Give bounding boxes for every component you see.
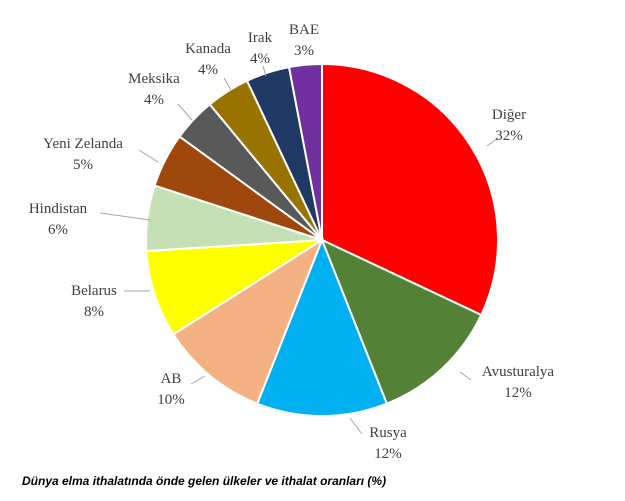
- slice-value-label: 32%: [495, 128, 523, 144]
- slice-name-label: Meksika: [128, 71, 180, 87]
- slice-name-label: Irak: [248, 30, 273, 46]
- slice-value-label: 8%: [84, 304, 104, 320]
- leader-line-7: [177, 103, 193, 121]
- slice-value-label: 12%: [374, 446, 402, 462]
- pie-slice-4: [145, 239, 323, 336]
- pie-slice-10: [287, 62, 323, 241]
- leader-line-2: [349, 417, 363, 435]
- slice-name-label: Hindistan: [29, 201, 88, 217]
- pie-slice-1: [320, 238, 483, 405]
- leader-line-8: [223, 77, 232, 91]
- slice-name-label: Belarus: [71, 283, 117, 299]
- slice-name-label: Avusturalya: [482, 364, 555, 380]
- leader-line-0: [486, 137, 499, 147]
- leader-line-9: [262, 65, 267, 77]
- slice-value-label: 4%: [144, 92, 164, 108]
- slice-value-label: 6%: [48, 222, 68, 238]
- slice-name-label: BAE: [289, 22, 319, 38]
- leader-line-6: [138, 149, 159, 163]
- slice-value-label: 3%: [294, 43, 314, 59]
- pie-slice-0: [321, 62, 499, 317]
- slice-name-label: Diğer: [492, 107, 526, 123]
- slice-value-label: 4%: [250, 51, 270, 67]
- labels-layer: Diğer 32% Avusturalya 12% Rusya 12% AB 10% Belar…: [29, 22, 555, 462]
- pie-slice-2: [255, 237, 389, 417]
- slice-name-label: Yeni Zelanda: [43, 136, 123, 152]
- leader-line-5: [99, 212, 151, 221]
- pie-slice-3: [172, 237, 325, 405]
- slice-value-label: 12%: [504, 385, 532, 401]
- slice-name-label: AB: [161, 371, 182, 387]
- slice-value-label: 10%: [157, 392, 185, 408]
- slice-name-label: Kanada: [185, 41, 231, 57]
- slice-value-label: 5%: [73, 157, 93, 173]
- chart-caption: Dünya elma ithalatında önde gelen ülkele…: [22, 474, 387, 488]
- slices-layer: [145, 62, 499, 417]
- slice-name-label: Rusya: [369, 425, 407, 441]
- leader-line-3: [190, 375, 206, 385]
- slice-value-label: 4%: [198, 62, 218, 78]
- leader-lines-layer: [99, 65, 499, 435]
- leader-line-1: [459, 371, 472, 381]
